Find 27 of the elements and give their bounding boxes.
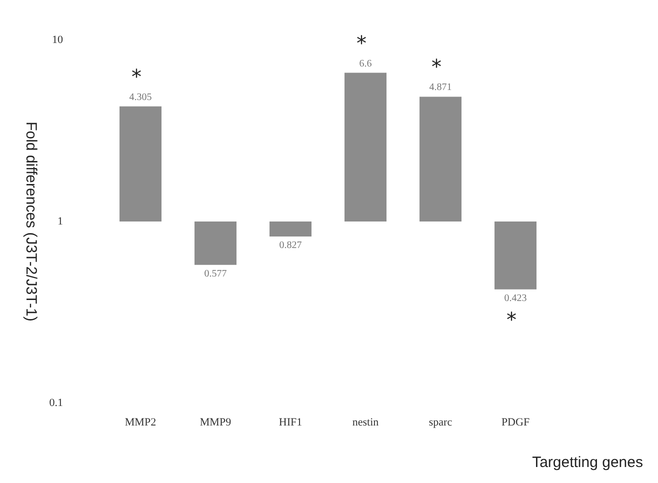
bar [270,222,312,236]
y-tick-label: 10 [52,34,64,46]
data-label: 4.305 [129,92,152,103]
annotation: * [432,54,442,79]
bar [344,72,386,222]
x-tick-label: nestin [352,416,380,428]
bar [494,222,536,290]
y-tick-label: 0.1 [49,397,63,409]
data-label: 0.423 [504,292,527,304]
y-axis-title: Fold differences (J3T-2/J3T-1) [22,122,40,322]
annotation: * [356,30,366,55]
data-label: 0.577 [204,268,227,280]
bar [194,222,236,265]
x-tick-label: MMP9 [200,416,232,428]
data-label: 0.827 [279,240,302,251]
x-tick-label: HIF1 [278,416,302,428]
x-tick-label: MMP2 [124,416,156,428]
y-tick-label: 1 [58,216,63,228]
x-axis-title: Targetting genes [532,454,643,471]
data-label: 4.871 [429,82,452,94]
annotation: * [506,307,516,332]
x-tick-label: PDGF [501,416,530,428]
x-tick-label: sparc [428,416,452,428]
annotation: * [132,64,142,88]
bar [420,96,462,222]
data-label: 6.6 [359,58,372,70]
bar [120,106,162,222]
